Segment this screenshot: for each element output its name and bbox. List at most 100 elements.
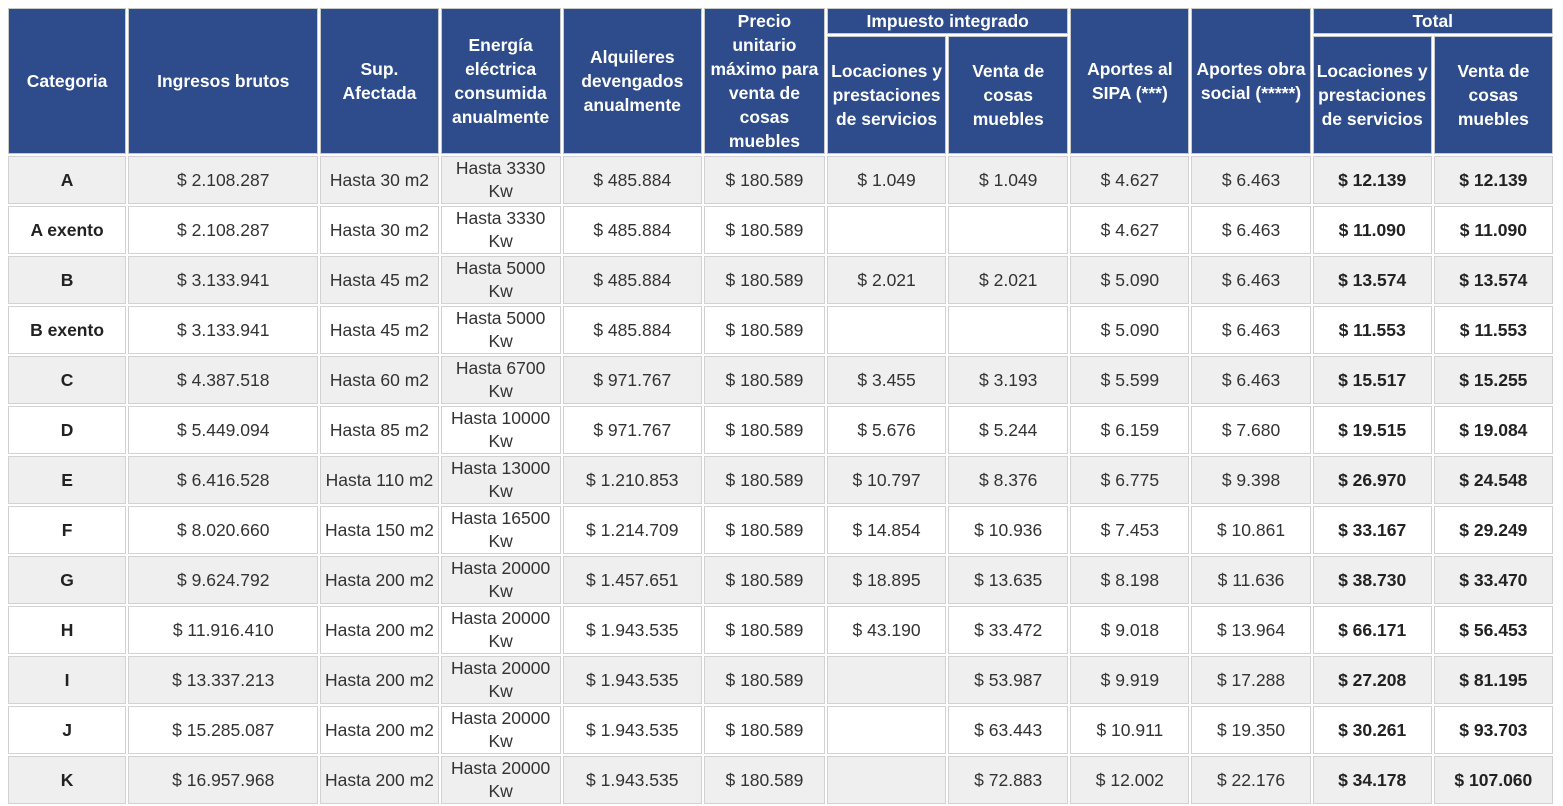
table-cell: $ 30.261 xyxy=(1312,706,1432,754)
table-cell: $ 16.957.968 xyxy=(128,756,319,804)
table-cell: $ 3.133.941 xyxy=(128,306,319,354)
table-cell: $ 13.574 xyxy=(1433,256,1553,304)
table-cell: $ 2.021 xyxy=(948,256,1069,304)
table-row: E $ 6.416.528 Hasta 110 m2 Hasta 13000 Kw $ … xyxy=(8,456,1553,504)
table-cell: $ 180.589 xyxy=(703,306,825,354)
table-header: Categoria Ingresos brutos Sup. Afectada Ene… xyxy=(8,8,1553,154)
table-cell: K xyxy=(8,756,127,804)
table-cell: $ 9.018 xyxy=(1070,606,1190,654)
table-cell: Hasta 60 m2 xyxy=(320,356,439,404)
table-cell: $ 971.767 xyxy=(562,406,702,454)
table-row: D $ 5.449.094 Hasta 85 m2 Hasta 10000 Kw $ 9… xyxy=(8,406,1553,454)
table-cell: C xyxy=(8,356,127,404)
column-header: Precio unitario máximo para venta de cos… xyxy=(703,8,825,154)
table-cell: $ 6.463 xyxy=(1191,256,1311,304)
table-cell: $ 5.090 xyxy=(1070,256,1190,304)
table-cell: $ 13.337.213 xyxy=(128,656,319,704)
table-cell: $ 19.350 xyxy=(1191,706,1311,754)
column-header: Venta de cosas muebles xyxy=(1433,36,1553,154)
table-cell: $ 11.636 xyxy=(1191,556,1311,604)
table-row: B exento $ 3.133.941 Hasta 45 m2 Hasta 5000… xyxy=(8,306,1553,354)
table-cell: $ 72.883 xyxy=(948,756,1069,804)
table-cell: $ 971.767 xyxy=(562,356,702,404)
table-cell: $ 10.911 xyxy=(1070,706,1190,754)
table-cell: D xyxy=(8,406,127,454)
table-cell: $ 18.895 xyxy=(827,556,947,604)
table-cell: Hasta 10000 Kw xyxy=(440,406,561,454)
table-cell: $ 4.627 xyxy=(1070,156,1190,204)
table-cell: $ 22.176 xyxy=(1191,756,1311,804)
table-cell: $ 1.943.535 xyxy=(562,656,702,704)
table-cell: $ 13.964 xyxy=(1191,606,1311,654)
table-cell: $ 38.730 xyxy=(1312,556,1432,604)
table-cell: B exento xyxy=(8,306,127,354)
group-header: Total xyxy=(1312,8,1553,35)
table-cell: $ 6.775 xyxy=(1070,456,1190,504)
table-cell: Hasta 45 m2 xyxy=(320,306,439,354)
table-cell: Hasta 200 m2 xyxy=(320,706,439,754)
fee-table: Categoria Ingresos brutos Sup. Afectada Ene… xyxy=(6,6,1555,806)
table-cell: $ 13.635 xyxy=(948,556,1069,604)
table-cell: $ 11.553 xyxy=(1312,306,1432,354)
table-row: K $ 16.957.968 Hasta 200 m2 Hasta 20000 Kw $… xyxy=(8,756,1553,804)
table-cell: $ 1.214.709 xyxy=(562,506,702,554)
table-cell: $ 11.553 xyxy=(1433,306,1553,354)
table-wrapper: Categoria Ingresos brutos Sup. Afectada Ene… xyxy=(6,6,1555,806)
table-cell: Hasta 20000 Kw xyxy=(440,606,561,654)
table-cell: $ 8.198 xyxy=(1070,556,1190,604)
table-row: A exento $ 2.108.287 Hasta 30 m2 Hasta 3330… xyxy=(8,206,1553,254)
table-cell: $ 12.002 xyxy=(1070,756,1190,804)
table-cell: Hasta 5000 Kw xyxy=(440,306,561,354)
column-header: Aportes al SIPA (***) xyxy=(1070,8,1190,154)
table-cell: $ 33.472 xyxy=(948,606,1069,654)
table-row: G $ 9.624.792 Hasta 200 m2 Hasta 20000 Kw $ … xyxy=(8,556,1553,604)
table-cell: $ 6.463 xyxy=(1191,356,1311,404)
table-cell: $ 63.443 xyxy=(948,706,1069,754)
table-cell: $ 4.387.518 xyxy=(128,356,319,404)
column-header: Alquileres devengados anualmente xyxy=(562,8,702,154)
table-cell: $ 93.703 xyxy=(1433,706,1553,754)
table-cell: $ 485.884 xyxy=(562,206,702,254)
table-cell: $ 12.139 xyxy=(1312,156,1432,204)
table-cell: $ 11.090 xyxy=(1433,206,1553,254)
table-cell: $ 180.589 xyxy=(703,556,825,604)
table-cell: Hasta 20000 Kw xyxy=(440,756,561,804)
table-cell: I xyxy=(8,656,127,704)
table-cell: $ 24.548 xyxy=(1433,456,1553,504)
empty-cell xyxy=(948,306,1069,354)
table-cell: $ 1.049 xyxy=(948,156,1069,204)
table-cell: $ 6.416.528 xyxy=(128,456,319,504)
table-cell: $ 2.108.287 xyxy=(128,156,319,204)
table-row: H $ 11.916.410 Hasta 200 m2 Hasta 20000 Kw $… xyxy=(8,606,1553,654)
table-cell: $ 2.108.287 xyxy=(128,206,319,254)
table-cell: $ 6.463 xyxy=(1191,306,1311,354)
empty-cell xyxy=(827,656,947,704)
table-cell: Hasta 200 m2 xyxy=(320,656,439,704)
table-cell: $ 15.517 xyxy=(1312,356,1432,404)
table-row: F $ 8.020.660 Hasta 150 m2 Hasta 16500 Kw $ … xyxy=(8,506,1553,554)
table-cell: $ 485.884 xyxy=(562,306,702,354)
column-header: Locaciones y prestaciones de servicios xyxy=(827,36,947,154)
table-cell: $ 19.084 xyxy=(1433,406,1553,454)
table-cell: B xyxy=(8,256,127,304)
header-subrow: Locaciones y prestaciones de servicios Ve… xyxy=(8,36,1553,154)
empty-cell xyxy=(948,206,1069,254)
table-cell: $ 6.159 xyxy=(1070,406,1190,454)
table-row: C $ 4.387.518 Hasta 60 m2 Hasta 6700 Kw $ 97… xyxy=(8,356,1553,404)
table-cell: $ 7.453 xyxy=(1070,506,1190,554)
table-cell: $ 180.589 xyxy=(703,406,825,454)
table-cell: $ 180.589 xyxy=(703,706,825,754)
table-cell: H xyxy=(8,606,127,654)
table-cell: $ 1.049 xyxy=(827,156,947,204)
table-cell: $ 3.455 xyxy=(827,356,947,404)
table-cell: Hasta 110 m2 xyxy=(320,456,439,504)
table-cell: $ 43.190 xyxy=(827,606,947,654)
table-cell: $ 4.627 xyxy=(1070,206,1190,254)
table-cell: $ 5.090 xyxy=(1070,306,1190,354)
column-header: Locaciones y prestaciones de servicios xyxy=(1312,36,1432,154)
table-cell: Hasta 20000 Kw xyxy=(440,556,561,604)
table-cell: $ 15.285.087 xyxy=(128,706,319,754)
table-cell: $ 13.574 xyxy=(1312,256,1432,304)
table-cell: G xyxy=(8,556,127,604)
table-cell: $ 14.854 xyxy=(827,506,947,554)
